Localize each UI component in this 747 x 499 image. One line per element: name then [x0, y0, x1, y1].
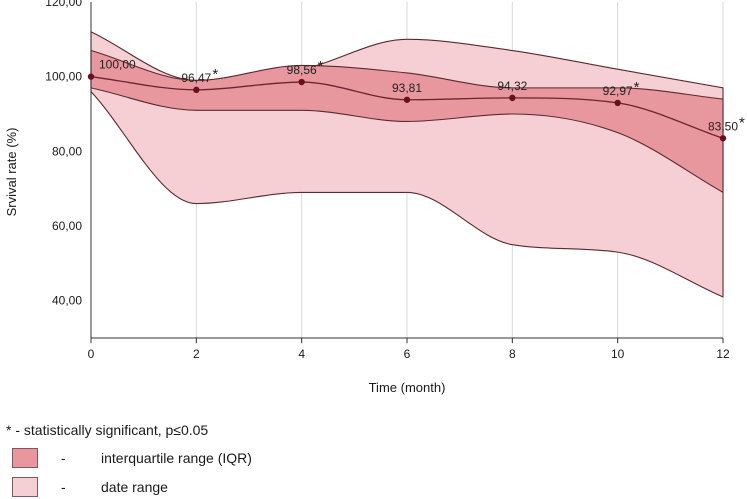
data-point	[614, 99, 621, 107]
chart: 0 2 4 6 8 10 12 40,00 60,00 80,00 100,00 120,00 100…	[4, 0, 745, 395]
tick-labels: 0 2 4 6 8 10 12 40,00 60,00 80,00 100,00 120,00	[45, 0, 730, 361]
x-tick-label: 0	[88, 347, 95, 361]
data-label: 94,32	[497, 79, 527, 93]
data-point	[87, 73, 95, 80]
median-series	[87, 73, 727, 142]
data-label: 83,50	[708, 119, 738, 133]
data-point	[719, 135, 727, 142]
legend-label-iqr: interquartile range (IQR)	[101, 450, 252, 466]
legend-dash: -	[61, 450, 66, 466]
data-point	[193, 86, 200, 94]
data-label: 98,56	[287, 63, 317, 77]
significance-star: *	[739, 114, 745, 131]
significance-star: *	[318, 58, 324, 75]
data-label: 96,47	[181, 71, 211, 85]
x-tick-label: 4	[298, 347, 305, 361]
data-label: 92,97	[603, 84, 633, 98]
data-point	[298, 78, 305, 86]
legend-dash: -	[61, 479, 66, 495]
x-tick-label: 10	[611, 347, 625, 361]
significance-star: *	[212, 66, 218, 83]
x-tick-label: 8	[509, 347, 516, 361]
x-tick-label: 12	[716, 347, 730, 361]
data-label: 93,81	[392, 81, 422, 95]
iqr-swatch	[12, 448, 38, 468]
date-range-swatch	[12, 477, 38, 497]
legend-item-iqr: - interquartile range (IQR)	[6, 446, 252, 470]
significance-star: *	[634, 79, 640, 96]
legend-label-date-range: date range	[101, 479, 168, 495]
y-tick-label: 100,00	[45, 70, 82, 84]
y-tick-label: 40,00	[52, 294, 82, 308]
x-tick-label: 2	[193, 347, 200, 361]
data-point	[509, 94, 516, 102]
legend-item-date-range: - date range	[6, 475, 252, 499]
significance-note: * - statistically significant, p≤0.05	[6, 422, 209, 438]
data-point	[403, 96, 411, 103]
y-axis-title: Srvival rate (%)	[4, 128, 19, 217]
legend: * - statistically significant, p≤0.05 - …	[6, 419, 252, 499]
data-label: 100,00	[99, 58, 136, 72]
y-tick-label: 120,00	[45, 0, 82, 9]
y-tick-label: 60,00	[52, 219, 82, 233]
x-axis-title: Time (month)	[369, 380, 446, 395]
y-tick-label: 80,00	[52, 144, 82, 158]
x-tick-label: 6	[404, 347, 411, 361]
